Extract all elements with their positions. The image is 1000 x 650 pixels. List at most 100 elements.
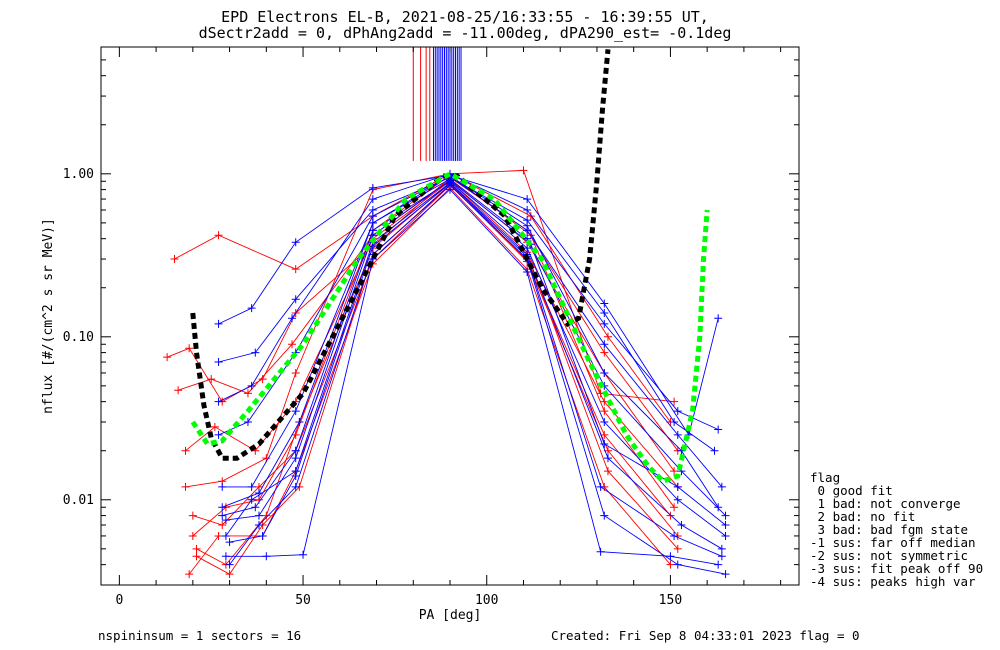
data-point	[218, 482, 227, 491]
data-point	[291, 407, 300, 416]
data-point	[243, 389, 252, 398]
data-point	[214, 430, 223, 439]
legend-item: -4 sus: peaks high var	[810, 574, 976, 589]
data-point	[717, 482, 726, 491]
x-tick-label: 150	[659, 593, 682, 608]
data-point	[677, 446, 686, 455]
fit-curve	[190, 49, 611, 461]
legend-item: 0 good fit	[810, 483, 893, 498]
data-point	[251, 348, 260, 357]
legend-item: 1 bad: not converge	[810, 496, 961, 511]
data-point	[288, 340, 297, 349]
data-point	[247, 381, 256, 390]
data-point	[221, 531, 230, 540]
data-point	[714, 560, 723, 569]
data-point	[207, 375, 216, 384]
data-point	[710, 446, 719, 455]
data-point	[368, 183, 377, 192]
data-point	[670, 397, 679, 406]
data-point	[181, 446, 190, 455]
data-point	[596, 482, 605, 491]
footer-settings: nspininsum = 1 sectors = 16	[98, 628, 302, 643]
data-point	[210, 422, 219, 431]
data-point	[600, 439, 609, 448]
data-point	[600, 308, 609, 317]
x-axis-label: PA [deg]	[419, 608, 482, 623]
data-point	[673, 407, 682, 416]
data-point	[600, 511, 609, 520]
data-point	[670, 467, 679, 476]
data-point	[523, 195, 532, 204]
legend-item: 2 bad: no fit	[810, 509, 916, 524]
data-point	[600, 368, 609, 377]
data-point	[670, 418, 679, 427]
data-point	[218, 521, 227, 530]
data-point	[291, 430, 300, 439]
data-point	[670, 531, 679, 540]
data-point	[603, 467, 612, 476]
series-line	[225, 179, 726, 526]
data-point	[714, 314, 723, 323]
data-point	[188, 511, 197, 520]
y-axis-label: nflux [#/(cm^2 s sr MeV)]	[41, 218, 56, 414]
data-point	[673, 560, 682, 569]
data-point	[596, 547, 605, 556]
data-point	[673, 482, 682, 491]
data-point	[291, 454, 300, 463]
y-tick-label: 1.00	[63, 167, 94, 182]
data-point	[291, 295, 300, 304]
data-point	[677, 521, 686, 530]
data-point	[291, 238, 300, 247]
data-point	[721, 511, 730, 520]
data-point	[170, 255, 179, 264]
data-point	[163, 353, 172, 362]
data-point	[214, 531, 223, 540]
data-point	[368, 218, 377, 227]
legend-item: 3 bad: bad fgm state	[810, 522, 969, 537]
data-point	[214, 231, 223, 240]
data-point	[218, 511, 227, 520]
series-line	[218, 176, 723, 488]
data-point	[254, 521, 263, 530]
data-point	[254, 489, 263, 498]
data-point	[368, 195, 377, 204]
series-line	[225, 188, 719, 566]
data-point	[600, 418, 609, 427]
chart-title: EPD Electrons EL-B, 2021-08-25/16:33:55 …	[221, 8, 709, 26]
data-point	[600, 340, 609, 349]
legend-item: -3 sus: fit peak off 90	[810, 561, 984, 576]
series-line	[177, 179, 675, 472]
data-point	[721, 531, 730, 540]
data-point	[673, 544, 682, 553]
data-point	[221, 516, 230, 525]
data-layer	[163, 47, 730, 579]
data-point	[291, 265, 300, 274]
data-point	[262, 552, 271, 561]
legend-item: -2 sus: not symmetric	[810, 548, 969, 563]
data-point	[214, 319, 223, 328]
series-line	[225, 182, 723, 550]
data-point	[247, 482, 256, 491]
y-tick-label: 0.10	[63, 330, 94, 345]
data-point	[251, 503, 260, 512]
data-point	[299, 550, 308, 559]
data-point	[523, 221, 532, 230]
data-point	[192, 544, 201, 553]
data-point	[214, 358, 223, 367]
data-point	[288, 314, 297, 323]
series-line	[192, 184, 671, 526]
data-point	[218, 503, 227, 512]
data-point	[181, 482, 190, 491]
data-point	[188, 531, 197, 540]
data-point	[258, 531, 267, 540]
x-tick-label: 0	[115, 593, 123, 608]
data-point	[192, 552, 201, 561]
series-line	[229, 183, 723, 557]
data-point	[603, 454, 612, 463]
data-point	[600, 299, 609, 308]
data-point	[368, 212, 377, 221]
data-point	[291, 368, 300, 377]
data-point	[291, 482, 300, 491]
data-point	[243, 418, 252, 427]
data-point	[185, 344, 194, 353]
